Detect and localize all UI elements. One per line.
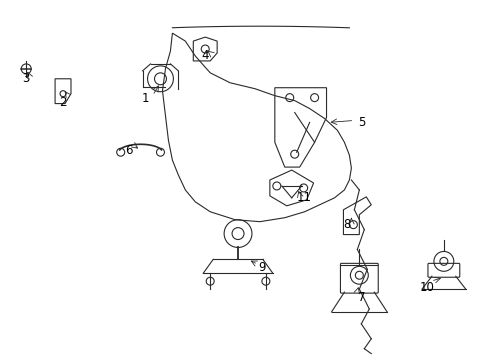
Text: 10: 10 <box>419 281 433 294</box>
Text: 4: 4 <box>201 49 208 63</box>
Text: 8: 8 <box>343 218 350 231</box>
Text: 6: 6 <box>124 144 132 157</box>
Text: 2: 2 <box>59 96 67 109</box>
Text: 1: 1 <box>142 92 149 105</box>
Text: 7: 7 <box>357 291 365 303</box>
Text: 3: 3 <box>22 72 30 85</box>
Text: 9: 9 <box>258 261 265 274</box>
Text: 11: 11 <box>297 192 311 204</box>
Text: 5: 5 <box>357 116 364 129</box>
